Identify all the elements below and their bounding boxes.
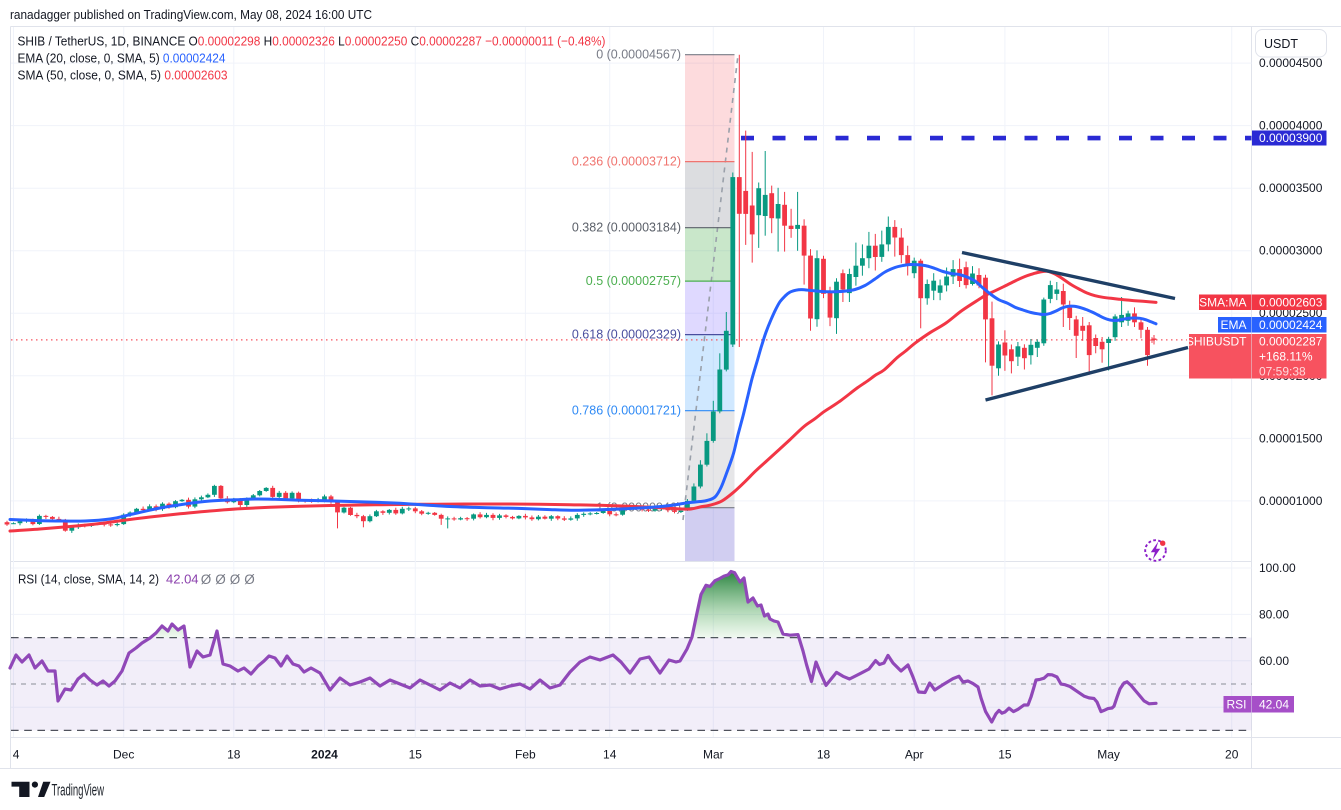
svg-text:07:59:38: 07:59:38 bbox=[1259, 364, 1306, 378]
svg-text:Dec: Dec bbox=[113, 748, 134, 762]
svg-text:SHIB / TetherUS, 1D, BINANCE O: SHIB / TetherUS, 1D, BINANCE O0.00002298… bbox=[18, 34, 606, 49]
svg-text:Apr: Apr bbox=[905, 748, 924, 762]
svg-text:0.786 (0.00001721): 0.786 (0.00001721) bbox=[572, 404, 681, 418]
svg-text:15: 15 bbox=[409, 748, 423, 762]
svg-text:Feb: Feb bbox=[515, 748, 536, 762]
svg-text:May: May bbox=[1097, 748, 1120, 762]
svg-text:0.00004000: 0.00004000 bbox=[1259, 119, 1323, 133]
svg-text:0.00002287: 0.00002287 bbox=[1259, 335, 1323, 349]
svg-text:+168.11%: +168.11% bbox=[1259, 349, 1313, 363]
svg-text:0.00002603: 0.00002603 bbox=[1259, 295, 1323, 309]
svg-text:Ø: Ø bbox=[230, 572, 241, 587]
svg-text:0.00001000: 0.00001000 bbox=[1259, 494, 1323, 508]
svg-text:60.00: 60.00 bbox=[1259, 654, 1289, 668]
svg-text:USDT: USDT bbox=[1264, 37, 1298, 51]
svg-text:0.236 (0.00003712): 0.236 (0.00003712) bbox=[572, 155, 681, 169]
svg-text:0.00001500: 0.00001500 bbox=[1259, 431, 1323, 445]
svg-text:100.00: 100.00 bbox=[1259, 561, 1296, 575]
svg-text:SHIBUSDT: SHIBUSDT bbox=[1186, 335, 1247, 349]
svg-text:4: 4 bbox=[13, 748, 20, 762]
svg-text:0.00002424: 0.00002424 bbox=[1259, 318, 1323, 332]
svg-text:0.00003500: 0.00003500 bbox=[1259, 181, 1323, 195]
svg-text:SMA:MA: SMA:MA bbox=[1199, 295, 1246, 309]
svg-text:42.04: 42.04 bbox=[166, 572, 199, 587]
svg-text:TradingView: TradingView bbox=[52, 782, 105, 800]
svg-text:14: 14 bbox=[603, 748, 617, 762]
svg-text:ranadagger published on Tradin: ranadagger published on TradingView.com,… bbox=[10, 8, 372, 22]
svg-text:Ø: Ø bbox=[201, 572, 212, 587]
svg-text:0.00003900: 0.00003900 bbox=[1259, 131, 1323, 145]
svg-text:0.00004500: 0.00004500 bbox=[1259, 56, 1323, 70]
svg-text:20: 20 bbox=[1225, 748, 1239, 762]
svg-text:2024: 2024 bbox=[311, 748, 338, 762]
svg-text:0.618 (0.00002329): 0.618 (0.00002329) bbox=[572, 328, 681, 342]
svg-text:15: 15 bbox=[998, 748, 1012, 762]
svg-text:42.04: 42.04 bbox=[1259, 698, 1289, 712]
svg-text:Ø: Ø bbox=[244, 572, 255, 587]
svg-text:Ø: Ø bbox=[215, 572, 226, 587]
svg-text:0.00003000: 0.00003000 bbox=[1259, 244, 1323, 258]
svg-text:0.5 (0.00002757): 0.5 (0.00002757) bbox=[586, 274, 681, 288]
svg-text:RSI: RSI bbox=[1226, 698, 1246, 712]
svg-text:18: 18 bbox=[817, 748, 831, 762]
svg-text:SMA (50, close, 0, SMA, 5) 0.0: SMA (50, close, 0, SMA, 5) 0.00002603 bbox=[18, 68, 228, 83]
svg-text:Mar: Mar bbox=[703, 748, 724, 762]
svg-text:0.382 (0.00003184): 0.382 (0.00003184) bbox=[572, 221, 681, 235]
svg-text:0 (0.00004567): 0 (0.00004567) bbox=[596, 48, 681, 62]
svg-text:EMA: EMA bbox=[1220, 318, 1246, 332]
svg-text:80.00: 80.00 bbox=[1259, 607, 1289, 621]
svg-text:EMA (20, close, 0, SMA, 5) 0.0: EMA (20, close, 0, SMA, 5) 0.00002424 bbox=[18, 51, 226, 66]
svg-text:18: 18 bbox=[227, 748, 241, 762]
svg-text:RSI (14, close, SMA, 14, 2): RSI (14, close, SMA, 14, 2) bbox=[18, 572, 159, 587]
